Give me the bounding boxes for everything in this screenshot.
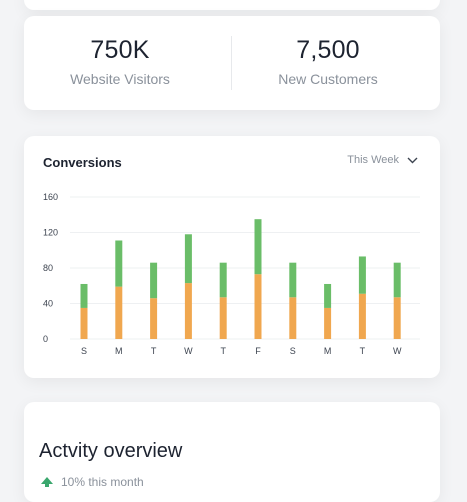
chevron-down-icon	[407, 157, 418, 163]
x-tick-label: W	[184, 346, 193, 356]
stats-card: 750K Website Visitors 7,500 New Customer…	[24, 16, 440, 110]
bar-segment	[358, 293, 366, 339]
x-tick-label: F	[255, 346, 261, 356]
bar-segment	[393, 297, 401, 339]
stat-label: New Customers	[278, 71, 378, 87]
period-dropdown[interactable]: This Week	[347, 154, 418, 166]
x-tick-label: M	[115, 346, 123, 356]
activity-note-text: 10% this month	[61, 475, 144, 489]
bar-segment	[289, 262, 297, 298]
bar-segment	[184, 283, 192, 339]
bar-segment	[115, 240, 123, 287]
x-tick-label: M	[324, 346, 332, 356]
bar-segment	[150, 298, 158, 339]
bar-segment	[150, 262, 158, 299]
x-tick-label: W	[393, 346, 402, 356]
x-tick-label: T	[360, 346, 366, 356]
y-tick-label: 40	[43, 299, 53, 309]
y-tick-label: 80	[43, 263, 53, 273]
stat-new-customers: 7,500 New Customers	[224, 36, 432, 87]
bar-segment	[184, 234, 192, 284]
activity-note: 10% this month	[41, 475, 144, 489]
period-label: This Week	[347, 154, 399, 166]
previous-card	[24, 0, 440, 10]
bar-segment	[324, 307, 332, 339]
y-tick-label: 0	[43, 334, 48, 344]
chart-title: Conversions	[43, 155, 122, 170]
bar-segment	[219, 297, 227, 339]
x-tick-label: T	[220, 346, 226, 356]
bar-segment	[324, 283, 332, 308]
bar-segment	[254, 274, 262, 339]
conversions-chart: 0 40 80 120 160 S M T W T F S M T W	[43, 192, 420, 356]
x-tick-label: S	[81, 346, 87, 356]
bar-segment	[358, 256, 366, 294]
x-tick-label: T	[151, 346, 157, 356]
bar-segment	[80, 307, 88, 339]
stat-divider	[231, 36, 232, 90]
activity-title: Actvity overview	[39, 440, 183, 462]
activity-card: Actvity overview 10% this month	[24, 402, 440, 502]
bar-segment	[393, 262, 401, 298]
bar-segment	[254, 219, 262, 275]
trend-up-icon	[41, 477, 53, 487]
y-tick-label: 120	[43, 228, 58, 238]
bar-segment	[80, 283, 88, 308]
y-tick-label: 160	[43, 192, 58, 202]
bar-segment	[289, 297, 297, 339]
stat-value: 7,500	[296, 36, 360, 64]
x-tick-label: S	[290, 346, 296, 356]
conversions-card: 0 40 80 120 160 S M T W T F S M T W Conversions This W…	[24, 136, 440, 378]
bar-segment	[115, 286, 123, 339]
stat-value: 750K	[90, 36, 150, 64]
stat-label: Website Visitors	[70, 71, 170, 87]
stat-website-visitors: 750K Website Visitors	[16, 36, 224, 87]
bar-segment	[219, 262, 227, 298]
